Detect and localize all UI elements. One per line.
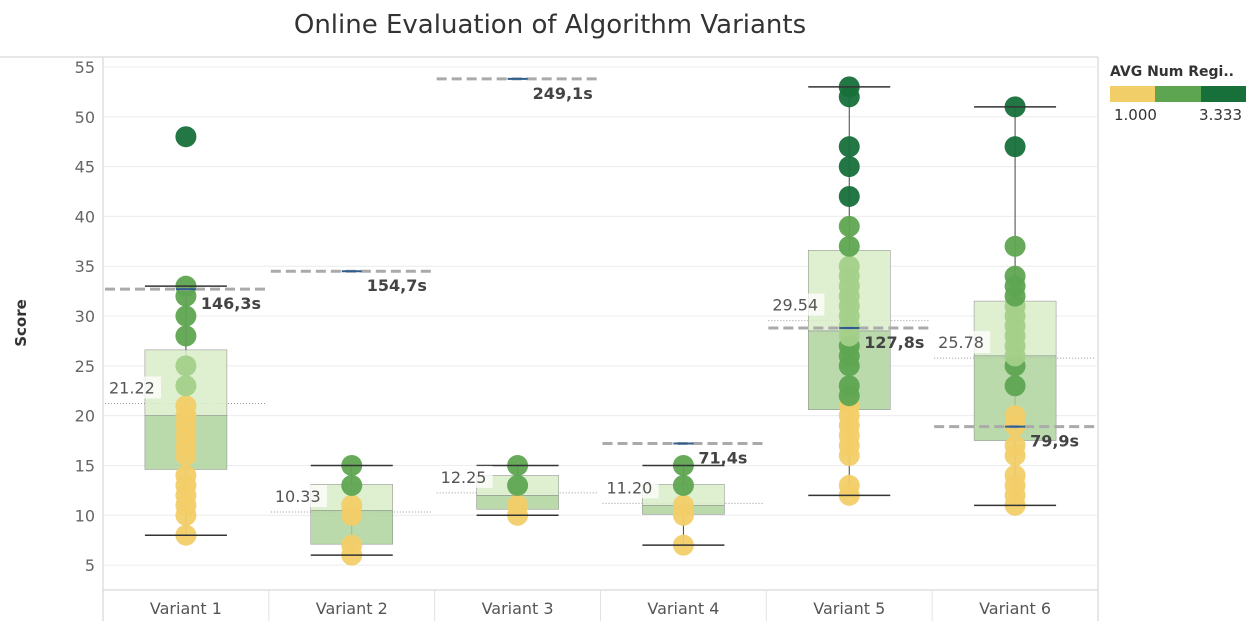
reference-label: 249,1s [533, 84, 593, 103]
mean-label: 10.33 [275, 487, 321, 506]
x-tick-label: Variant 1 [150, 599, 222, 618]
data-point [341, 534, 363, 556]
data-point [175, 305, 197, 327]
data-point [1004, 235, 1026, 257]
data-point [838, 156, 860, 178]
legend-swatch [1110, 86, 1156, 102]
y-tick-label: 45 [75, 158, 95, 177]
reference-label: 127,8s [864, 333, 924, 352]
y-tick-label: 15 [75, 456, 95, 475]
data-point [838, 136, 860, 158]
data-point [838, 474, 860, 496]
x-tick-label: Variant 3 [482, 599, 554, 618]
mean-label: 25.78 [938, 333, 984, 352]
mean-label-bg [770, 293, 825, 316]
y-tick-label: 35 [75, 257, 95, 276]
reference-label: 146,3s [201, 294, 261, 313]
data-point [341, 474, 363, 496]
y-tick-label: 55 [75, 58, 95, 77]
legend-color-ramp [1110, 86, 1246, 102]
mean-label: 12.25 [441, 468, 487, 487]
data-point [1004, 375, 1026, 397]
legend-swatch [1200, 86, 1246, 102]
data-point [1004, 265, 1026, 287]
data-point [175, 355, 197, 377]
data-point [672, 494, 694, 516]
data-point [507, 494, 529, 516]
data-point [341, 494, 363, 516]
mean-label: 29.54 [772, 296, 818, 315]
data-point [838, 255, 860, 277]
chart-title: Online Evaluation of Algorithm Variants [293, 10, 807, 40]
data-point [1004, 435, 1026, 457]
y-tick-label: 5 [85, 556, 95, 575]
legend-swatch [1155, 86, 1201, 102]
mean-label-bg [438, 465, 493, 488]
data-point [838, 215, 860, 237]
data-point [175, 126, 197, 148]
x-tick-label: Variant 4 [647, 599, 719, 618]
data-point [175, 375, 197, 397]
mean-label: 21.22 [109, 378, 155, 397]
data-point [1004, 405, 1026, 427]
data-point [175, 325, 197, 347]
data-point [507, 474, 529, 496]
data-point [838, 185, 860, 207]
data-point [175, 395, 197, 417]
y-tick-label: 10 [75, 506, 95, 525]
mean-label: 11.20 [607, 478, 653, 497]
color-legend: AVG Num Regi.. 1.000 3.333 [1110, 64, 1246, 124]
reference-label: 154,7s [367, 276, 427, 295]
mean-label-bg [936, 331, 991, 354]
data-point [838, 375, 860, 397]
data-point [175, 464, 197, 486]
y-tick-label: 40 [75, 207, 95, 226]
mean-label-bg [272, 484, 327, 507]
mean-label-bg [604, 476, 659, 499]
data-point [672, 474, 694, 496]
reference-label: 79,9s [1030, 432, 1079, 451]
mean-label-bg [107, 376, 161, 399]
y-tick-label: 30 [75, 307, 95, 326]
legend-title: AVG Num Regi.. [1110, 64, 1234, 80]
reference-label: 71,4s [698, 449, 747, 468]
data-point [1004, 136, 1026, 158]
legend-max-label: 3.333 [1199, 106, 1242, 124]
y-tick-label: 20 [75, 407, 95, 426]
y-tick-label: 25 [75, 357, 95, 376]
x-tick-label: Variant 6 [979, 599, 1051, 618]
x-tick-label: Variant 2 [316, 599, 388, 618]
x-tick-label: Variant 5 [813, 599, 885, 618]
legend-labels: 1.000 3.333 [1110, 106, 1246, 124]
legend-min-label: 1.000 [1114, 106, 1157, 124]
y-axis-title: Score [12, 299, 30, 347]
data-point [838, 235, 860, 257]
y-tick-label: 50 [75, 108, 95, 127]
data-point [1004, 464, 1026, 486]
